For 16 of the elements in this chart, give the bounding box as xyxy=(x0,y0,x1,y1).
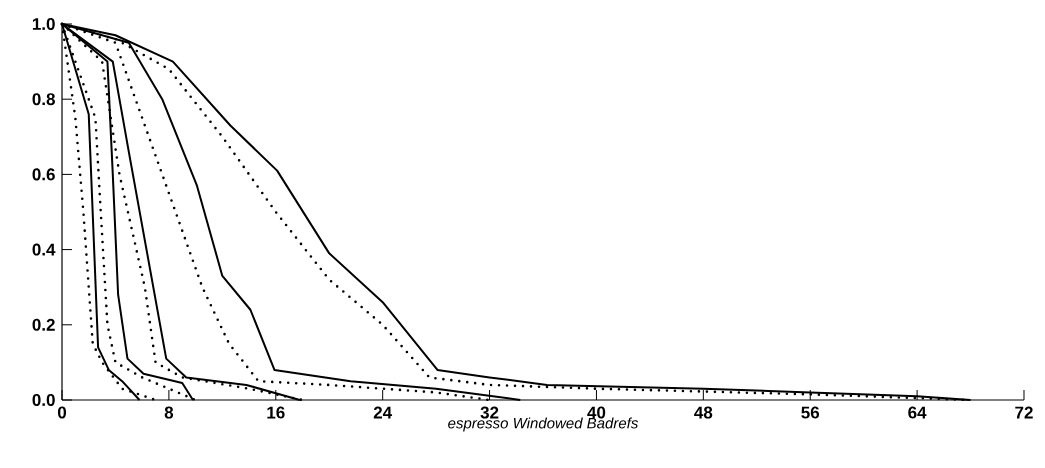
x-tick-label: 32 xyxy=(480,406,499,419)
x-tick-label: 8 xyxy=(164,406,174,419)
y-tick-label: 0.6 xyxy=(32,168,55,181)
x-tick-label: 24 xyxy=(373,406,393,419)
x-tick-label: 16 xyxy=(267,406,285,419)
x-tick-label: 72 xyxy=(1015,406,1033,419)
x-tick-label: 56 xyxy=(801,406,820,419)
x-tick-label: 0 xyxy=(57,406,67,419)
y-tick-label: 0.8 xyxy=(32,93,55,106)
x-tick-label: 40 xyxy=(587,406,606,419)
y-tick-label: 1.0 xyxy=(32,17,55,31)
y-tick-label: 0.2 xyxy=(32,318,55,331)
x-tick-label: 64 xyxy=(908,406,927,419)
y-tick-label: 0.4 xyxy=(32,243,56,256)
y-tick-label: 0.0 xyxy=(32,393,55,407)
x-tick-label: 48 xyxy=(694,406,713,419)
